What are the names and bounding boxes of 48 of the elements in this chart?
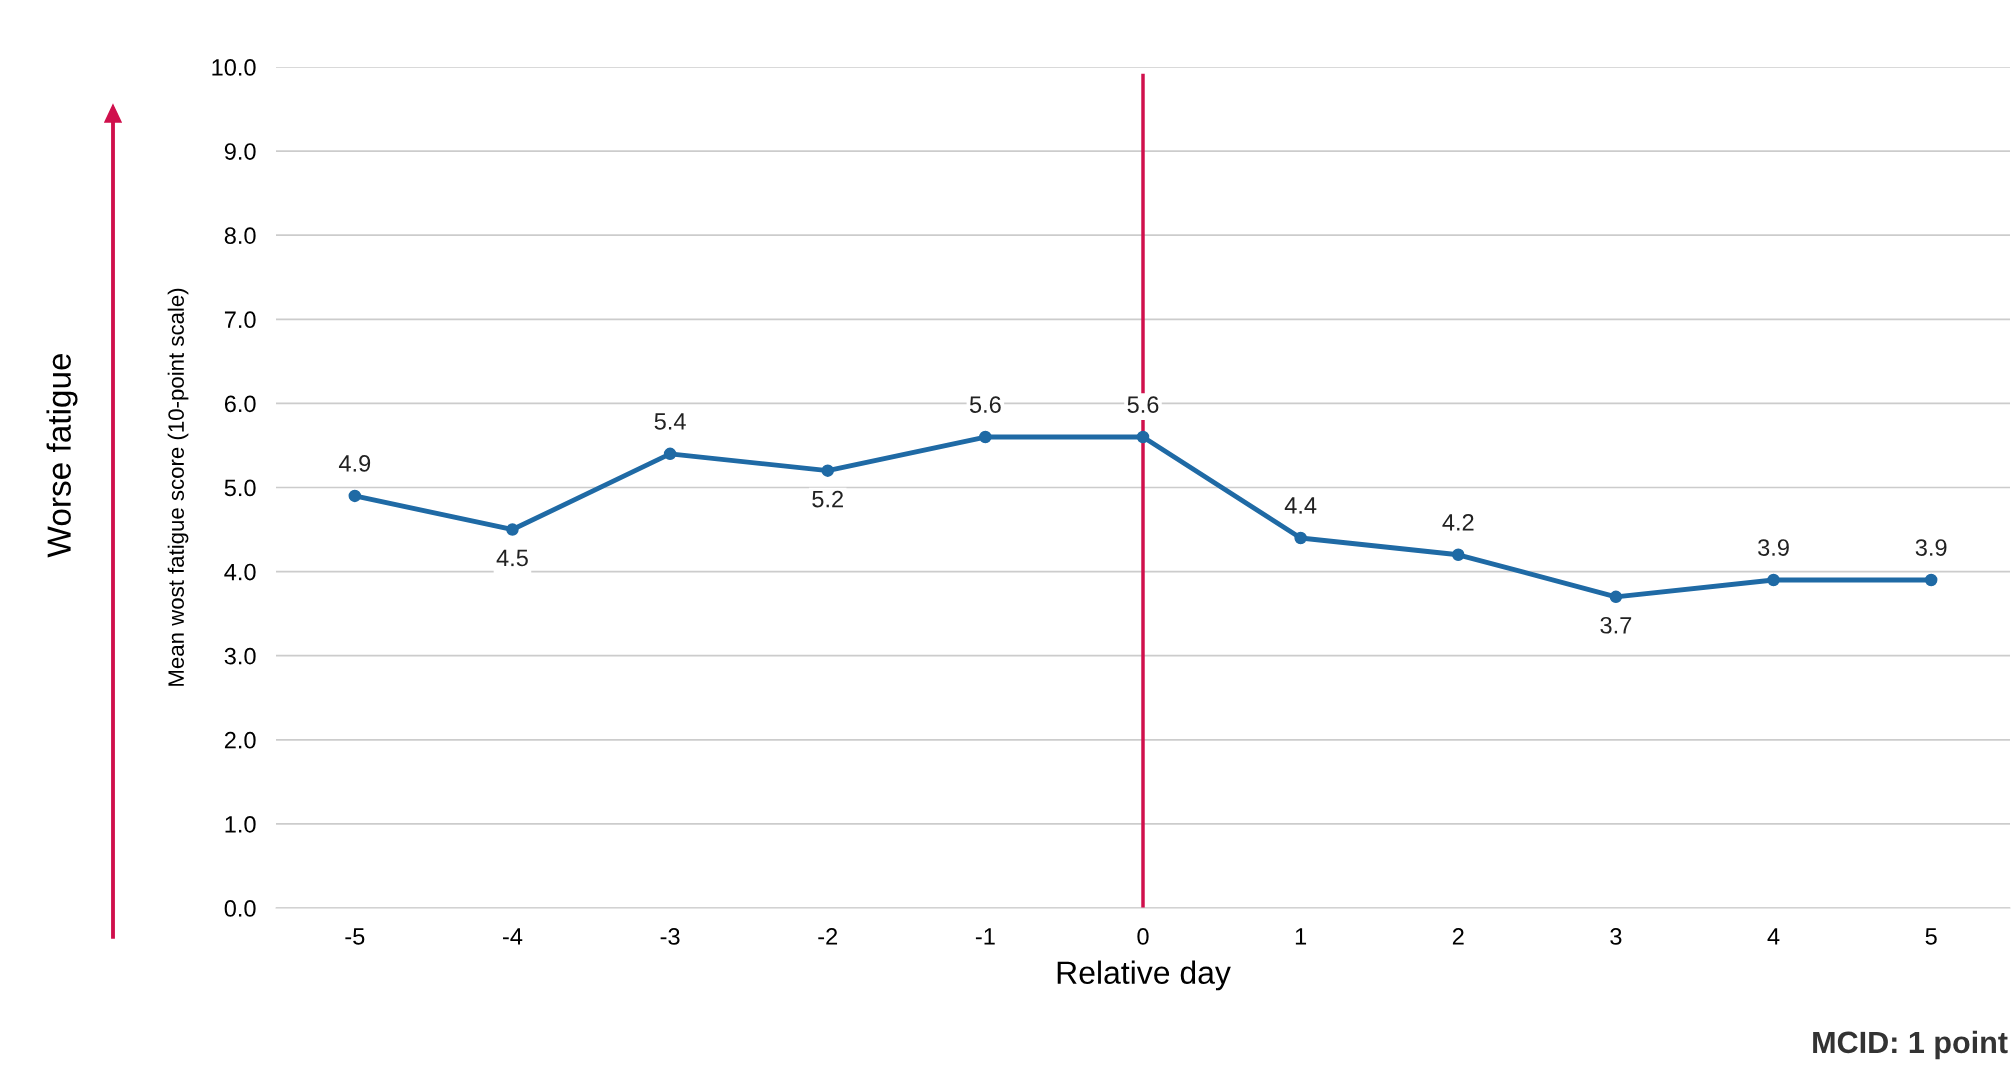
x-tick-label: -4 [503,928,523,945]
x-tick-label: -1 [975,928,995,945]
y-tick-label: 3.0 [224,647,256,665]
data-label: 3.9 [1915,539,1947,556]
y-tick-label: 10.0 [212,59,256,76]
point [1452,548,1465,562]
x-tick-label: 1 [1295,928,1307,945]
data-label: 3.7 [1600,616,1632,634]
y-tick-label: 0.0 [224,900,256,917]
x-tick-label: 0 [1137,928,1149,945]
data-label: 5.6 [969,396,1001,413]
data-label: 4.5 [496,549,528,567]
data-label: 5.6 [1127,396,1159,413]
y-tick-label: 8.0 [224,227,256,244]
data-label: 3.9 [1758,539,1789,556]
y-tick-label: 6.0 [224,395,256,413]
point [1136,430,1150,444]
point [1767,573,1780,587]
x-axis-title: Relative day [1057,960,1231,991]
point [663,447,677,461]
y-tick-label: 9.0 [224,143,256,160]
x-tick-label: -2 [818,928,838,945]
data-label: 4.2 [1442,513,1474,531]
point [821,464,834,477]
point [506,523,519,536]
x-tick-label: 4 [1767,928,1780,945]
point [1924,573,1938,587]
y-tick-label: 1.0 [225,815,256,833]
data-label: 4.9 [338,455,371,472]
x-tick-label: 2 [1452,928,1464,945]
text: Worse fatigue [46,353,78,558]
y-tick-label: 2.0 [224,731,256,749]
data-label: 5.2 [812,490,843,508]
point [979,430,992,444]
x-tick-label: 5 [1925,928,1937,945]
x-tick-label: 3 [1610,928,1622,945]
x-tick-label: -5 [345,928,365,945]
y-axis-title: Mean wost fatigue score (10-point scale) [167,288,189,686]
y-tick-label: 7.0 [224,311,256,329]
text: MCID: 1 point [1813,1030,2008,1060]
data-label: 5.4 [654,413,686,430]
point [348,489,362,503]
point [1609,590,1623,604]
point [1294,531,1307,545]
x-tick-label: -3 [660,928,680,945]
data-label: 4.4 [1284,497,1317,514]
y-tick-label: 4.0 [224,563,256,581]
y-tick-label: 5.0 [224,479,256,497]
